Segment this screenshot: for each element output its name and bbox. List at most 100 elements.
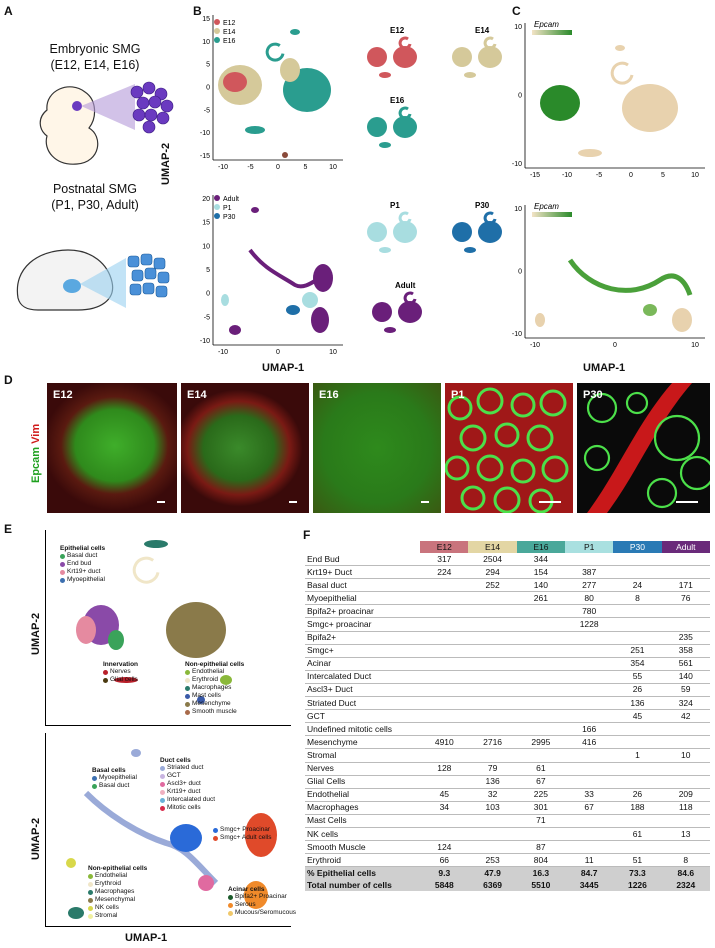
tick-label: 0	[276, 164, 280, 171]
legend-label: Serous	[235, 901, 256, 908]
legend-item: Smgc+ Proacinar	[213, 826, 271, 834]
table-cell: 188	[630, 802, 645, 813]
tick-label: 5	[304, 164, 308, 171]
channel-epcam: Epcam	[30, 446, 42, 483]
legend-swatch	[185, 669, 190, 675]
table-cell	[662, 814, 710, 827]
legend-swatch	[88, 897, 93, 903]
color-scale	[532, 212, 572, 217]
cluster-blob	[280, 58, 300, 82]
legend-title: Basal cells	[92, 767, 126, 774]
tick-label: 0	[518, 93, 522, 100]
table-row: Ascl3+ Duct 26 59	[305, 683, 710, 697]
panel-label-e: E	[4, 522, 13, 536]
legend-item: GCT	[160, 772, 215, 780]
umap-e-top-frame	[45, 530, 291, 726]
table-cell	[662, 841, 710, 854]
table-cell: 344	[533, 553, 548, 564]
cluster-blob	[223, 72, 247, 92]
table-cell	[613, 605, 661, 618]
tick-label: -5	[204, 107, 210, 114]
legend-item: Mast cells	[185, 692, 244, 700]
table-cell: 253	[485, 854, 500, 865]
cluster-blob	[66, 858, 76, 868]
table-cell: 780	[582, 605, 597, 616]
table-cell	[468, 631, 516, 644]
cluster-blob	[464, 72, 476, 78]
cluster-blob	[229, 325, 241, 335]
cluster-blob	[478, 221, 502, 243]
legend-swatch	[214, 195, 220, 201]
table-cell: 80	[584, 592, 594, 603]
row-label: Basal duct	[307, 579, 347, 590]
col-header: P1	[565, 541, 614, 553]
table-cell	[420, 644, 468, 657]
legend-item: Mesenchyme	[185, 700, 244, 708]
table-cell	[468, 841, 516, 854]
table-cell: 1	[635, 749, 640, 760]
legend-label: Ascl3+ duct	[167, 780, 201, 787]
row-label: Myoepithelial	[307, 592, 357, 603]
legend-item: Basal duct	[92, 782, 137, 790]
table-cell: 354	[630, 658, 645, 669]
table-cell	[517, 644, 565, 657]
tick-label: Epcam	[534, 202, 559, 211]
table-cell	[420, 710, 468, 723]
row-label: Krt19+ Duct	[307, 566, 353, 577]
umap-b-facets: E12 E14 E16 P1 P30 Adult	[367, 26, 502, 333]
table-row: Basal duct 252 140 277 24 171	[305, 579, 710, 592]
tick-label: 10	[329, 349, 337, 355]
legend-swatch	[214, 204, 220, 210]
table-cell: 252	[485, 579, 500, 590]
legend-item: Endothelial	[88, 872, 147, 880]
tick-label: 20	[202, 196, 210, 203]
table-row: Stromal 1 10	[305, 749, 710, 762]
table-cell: 87	[536, 841, 546, 852]
table-cell	[468, 827, 516, 840]
table-row: Endothelial 45 32 225 33 26 209	[305, 788, 710, 802]
table-cell	[565, 683, 613, 696]
cluster-blob	[108, 630, 124, 650]
tick-label: -10	[562, 172, 572, 179]
table-cell: 804	[533, 854, 548, 865]
table-cell: 84.7	[565, 866, 614, 880]
cluster-blob	[221, 294, 229, 306]
table-cell	[468, 683, 516, 696]
table-cell	[565, 762, 613, 775]
table-row: Myoepithelial 261 80 8 76	[305, 592, 710, 605]
table-cell	[420, 657, 468, 670]
legend-swatch	[60, 569, 65, 575]
table-cell	[613, 762, 661, 775]
cluster-blob	[672, 308, 692, 332]
tick-label: 0	[613, 342, 617, 349]
legend-label: Krt19+ duct	[167, 788, 201, 795]
tick-label: E14	[223, 29, 236, 36]
legend-label: Smgc+ Proacinar	[220, 826, 271, 833]
legend-item: Bpifa2+ Proacinar	[228, 893, 296, 901]
legend-non-epithelial: Non-epithelial cells Endothelial Erythroid…	[185, 661, 244, 716]
legend-item: Glial cells	[103, 676, 138, 684]
micrograph-p30: P30	[577, 383, 710, 513]
table-cell: 61	[632, 828, 643, 839]
cluster-ring	[398, 211, 412, 225]
table-cell: 6369	[468, 879, 517, 892]
table-cell: 55	[632, 671, 643, 682]
legend-item: Striated duct	[160, 764, 215, 772]
table-cell: 1228	[579, 619, 599, 630]
legend-swatch	[228, 910, 233, 916]
table-cell	[517, 618, 565, 631]
table-cell	[420, 670, 468, 683]
table-row: Bpifa2+ proacinar 780	[305, 605, 710, 618]
col-header: E16	[516, 541, 566, 553]
table-cell	[565, 553, 613, 566]
table-cell	[420, 814, 468, 827]
legend-swatch	[160, 805, 165, 811]
table-row: Mast Cells 71	[305, 814, 710, 828]
table-cell	[565, 631, 613, 644]
row-label: Macrophages	[307, 802, 359, 813]
table-row: Mesenchyme 4910 2716 2995 416	[305, 736, 710, 749]
table-cell	[565, 814, 613, 827]
table-cell: 34	[439, 802, 450, 813]
table-cell: 42	[681, 710, 691, 721]
table-cell	[468, 710, 516, 723]
